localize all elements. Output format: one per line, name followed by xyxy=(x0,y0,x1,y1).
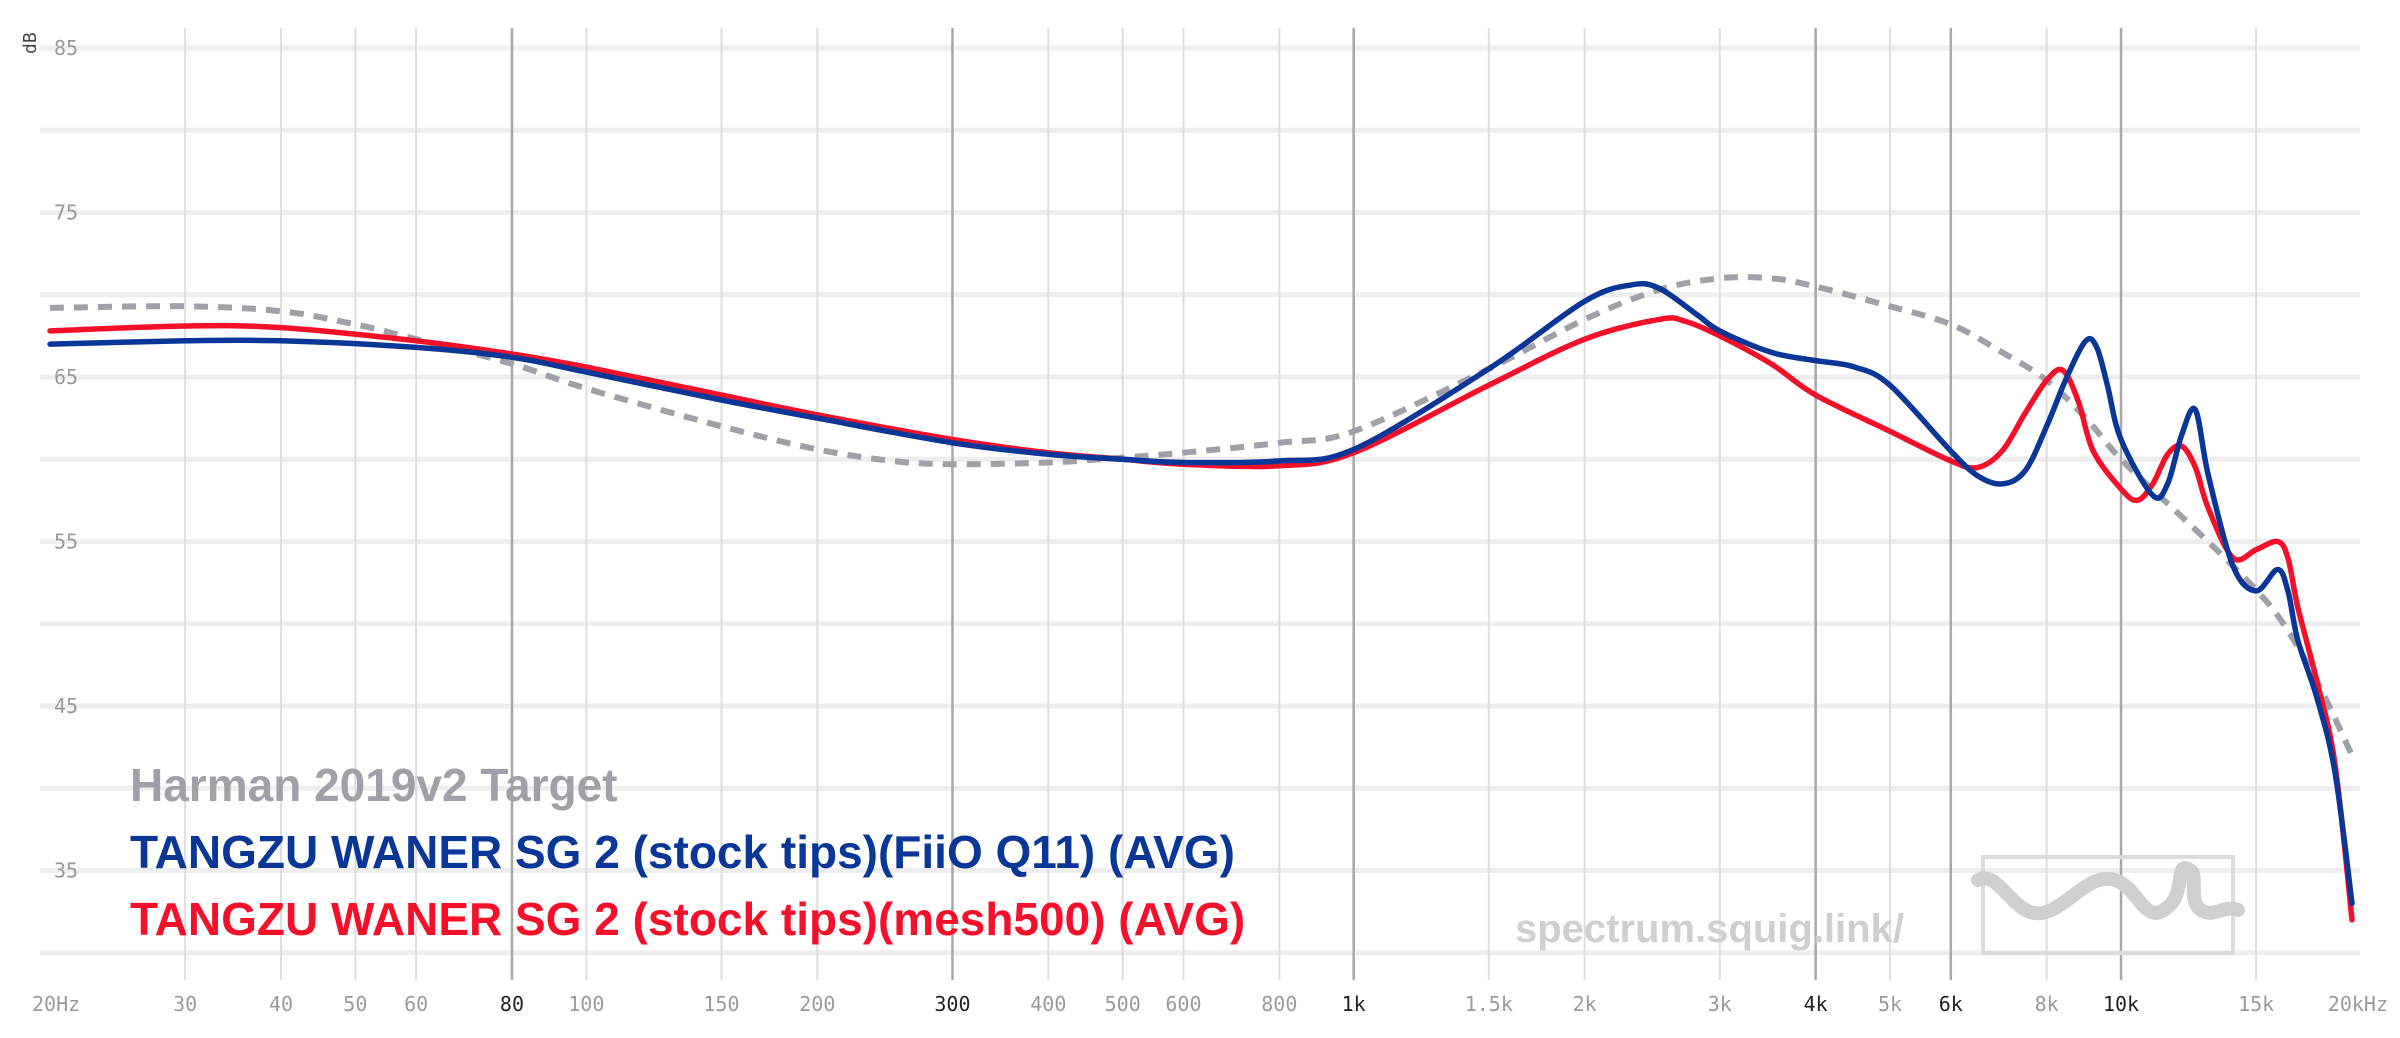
y-tick-label: 35 xyxy=(54,859,78,883)
x-tick-label: 300 xyxy=(934,992,970,1016)
y-tick-label: 55 xyxy=(54,530,78,554)
y-tick-label: 45 xyxy=(54,694,78,718)
x-axis-ticks: 20Hz 30 40 50 60 80 100 150 200 300 400 500 600 800 1k… xyxy=(32,992,2388,1016)
x-tick-label: 800 xyxy=(1261,992,1297,1016)
x-tick-label: 4k xyxy=(1804,992,1828,1016)
x-tick-label: 100 xyxy=(568,992,604,1016)
y-axis-ticks: 85 75 65 55 45 35 xyxy=(54,36,78,883)
x-tick-label: 60 xyxy=(404,992,428,1016)
x-tick-label: 2k xyxy=(1573,992,1597,1016)
y-tick-label: 75 xyxy=(54,201,78,225)
x-tick-label: 15k xyxy=(2238,992,2274,1016)
y-axis-label: dB xyxy=(20,32,41,54)
x-tick-label: 6k xyxy=(1939,992,1963,1016)
x-tick-label: 600 xyxy=(1165,992,1201,1016)
legend-entry-0: Harman 2019v2 Target xyxy=(130,759,618,811)
watermark-text: spectrum.squig.link/ xyxy=(1515,907,1904,951)
x-tick-label: 30 xyxy=(173,992,197,1016)
vertical-gridlines xyxy=(184,28,2258,980)
legend-entry-1: TANGZU WANER SG 2 (stock tips)(FiiO Q11)… xyxy=(130,826,1235,878)
x-tick-label: 80 xyxy=(500,992,524,1016)
x-tick-label: 1.5k xyxy=(1465,992,1513,1016)
y-tick-label: 65 xyxy=(54,365,78,389)
x-tick-label: 40 xyxy=(269,992,293,1016)
x-tick-label: 20Hz xyxy=(32,992,80,1016)
x-tick-label: 20kHz xyxy=(2328,992,2388,1016)
y-tick-label: 85 xyxy=(54,36,78,60)
x-tick-label: 50 xyxy=(343,992,367,1016)
horizontal-gridlines xyxy=(40,45,2360,956)
x-tick-label: 200 xyxy=(799,992,835,1016)
x-tick-label: 500 xyxy=(1105,992,1141,1016)
series-line-0 xyxy=(49,274,2355,757)
legend-entry-2: TANGZU WANER SG 2 (stock tips)(mesh500) … xyxy=(130,893,1245,945)
series-lines xyxy=(47,274,2355,923)
x-tick-label: 3k xyxy=(1708,992,1732,1016)
x-tick-label: 150 xyxy=(703,992,739,1016)
x-tick-label: 5k xyxy=(1878,992,1902,1016)
series-line-1 xyxy=(47,280,2355,907)
x-tick-label: 10k xyxy=(2103,992,2139,1016)
x-tick-label: 1k xyxy=(1342,992,1366,1016)
squiglink-logo-icon xyxy=(1971,855,2245,955)
x-tick-label: 8k xyxy=(2035,992,2059,1016)
x-tick-label: 400 xyxy=(1030,992,1066,1016)
legend: Harman 2019v2 Target TANGZU WANER SG 2 (s… xyxy=(130,759,1245,945)
